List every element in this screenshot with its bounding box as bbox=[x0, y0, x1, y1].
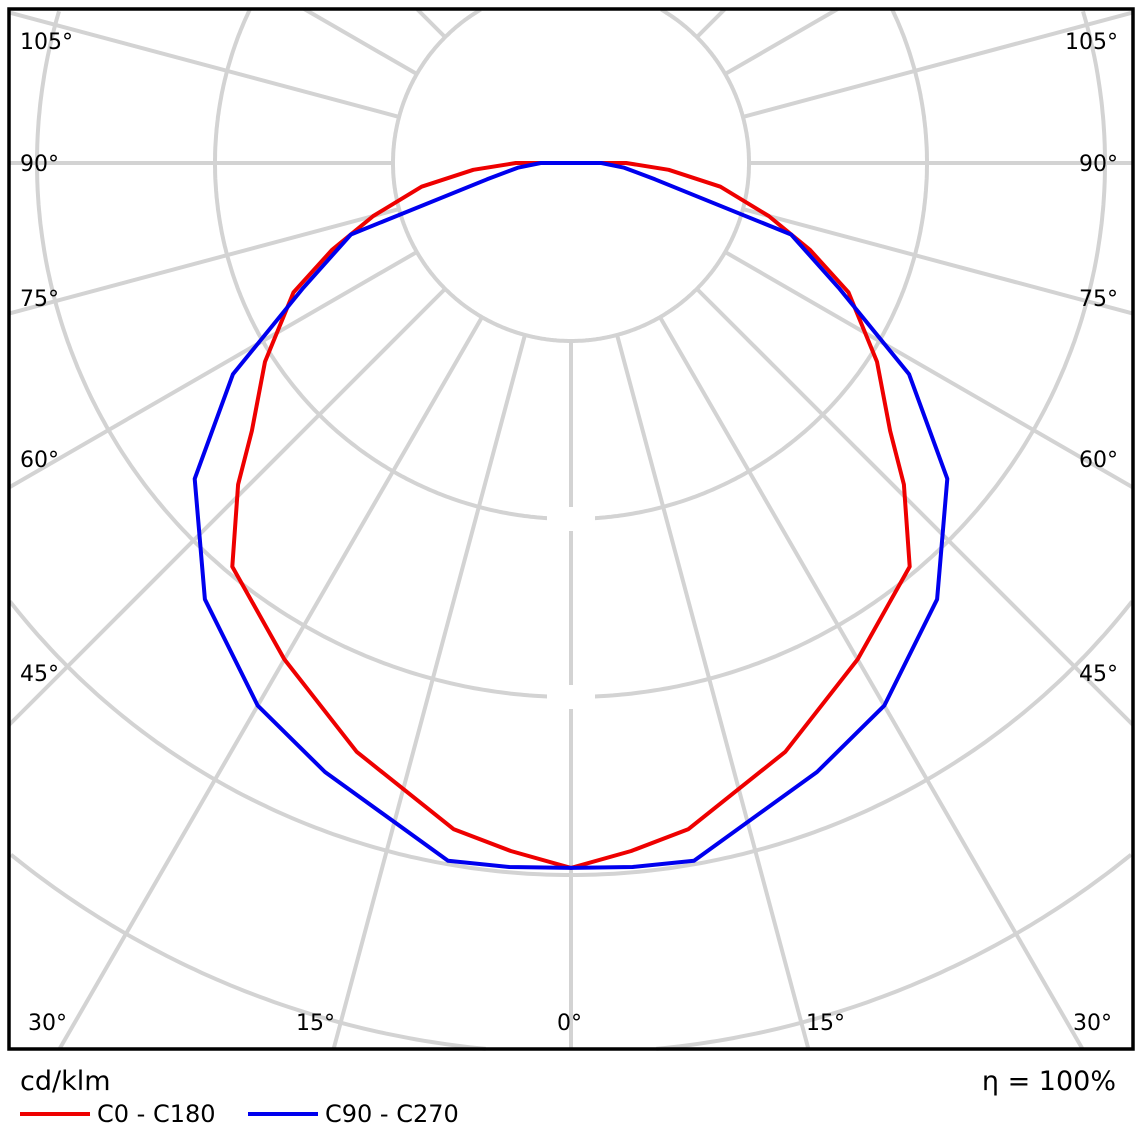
polar-grid bbox=[7, 7, 1135, 1051]
grid-spoke bbox=[695, 7, 727, 39]
angle-label-right: 105° bbox=[1065, 30, 1118, 55]
legend-swatch-c0 bbox=[20, 1112, 90, 1116]
angle-label-bottom: 15° bbox=[296, 1011, 335, 1036]
grid-spoke bbox=[724, 250, 1135, 490]
legend-swatch-c90 bbox=[248, 1112, 318, 1116]
angle-label-left: 60° bbox=[20, 448, 59, 473]
angle-label-left: 90° bbox=[20, 152, 59, 177]
legend-label-c90: C90 - C270 bbox=[325, 1100, 459, 1128]
plot-frame bbox=[7, 7, 1135, 1051]
angle-label-right: 45° bbox=[1079, 662, 1118, 687]
angle-label-bottom: 30° bbox=[28, 1011, 67, 1036]
angle-label-left: 45° bbox=[20, 662, 59, 687]
grid-spoke bbox=[724, 7, 839, 76]
angle-label-left: 105° bbox=[20, 30, 73, 55]
grid-spoke bbox=[742, 10, 1134, 119]
legend-label-c0: C0 - C180 bbox=[97, 1100, 216, 1128]
radial-label-blank bbox=[547, 685, 595, 709]
bottom-angle-labels: 30° 15° 0° 15° 30° bbox=[28, 1011, 1112, 1036]
radial-label-blank bbox=[547, 507, 595, 531]
grid-spoke bbox=[615, 334, 811, 1050]
grid-spoke bbox=[331, 334, 527, 1050]
grid-spoke bbox=[415, 7, 447, 39]
grid-spoke bbox=[7, 287, 447, 727]
angle-label-bottom: 30° bbox=[1073, 1011, 1112, 1036]
angle-label-right: 90° bbox=[1079, 152, 1118, 177]
grid-circle bbox=[656, 853, 1133, 1051]
grid-spoke bbox=[8, 207, 400, 316]
series-curve-c90-c270 bbox=[192, 161, 950, 870]
left-angle-labels: 45° 60° 75° 90° 105° bbox=[20, 30, 73, 687]
grid-spoke bbox=[7, 250, 418, 490]
grid-spoke bbox=[742, 207, 1134, 316]
angle-label-left: 75° bbox=[20, 287, 59, 312]
angle-label-bottom: 15° bbox=[806, 1011, 845, 1036]
grid-spoke bbox=[8, 10, 400, 119]
right-angle-labels: 45° 60° 75° 90° 105° bbox=[1065, 30, 1118, 687]
angle-label-bottom: 0° bbox=[557, 1011, 582, 1036]
curves bbox=[192, 161, 950, 870]
unit-label: cd/klm bbox=[20, 1066, 111, 1097]
grid-spoke bbox=[303, 7, 418, 76]
grid-spoke bbox=[695, 287, 1135, 727]
grid-spoke bbox=[57, 316, 484, 1051]
angle-label-right: 75° bbox=[1079, 287, 1118, 312]
grid-circle bbox=[9, 853, 486, 1051]
efficiency-label: η = 100% bbox=[981, 1066, 1116, 1097]
grid-spoke bbox=[658, 316, 1085, 1051]
grid-circle bbox=[391, 7, 751, 343]
angle-label-right: 60° bbox=[1079, 448, 1118, 473]
